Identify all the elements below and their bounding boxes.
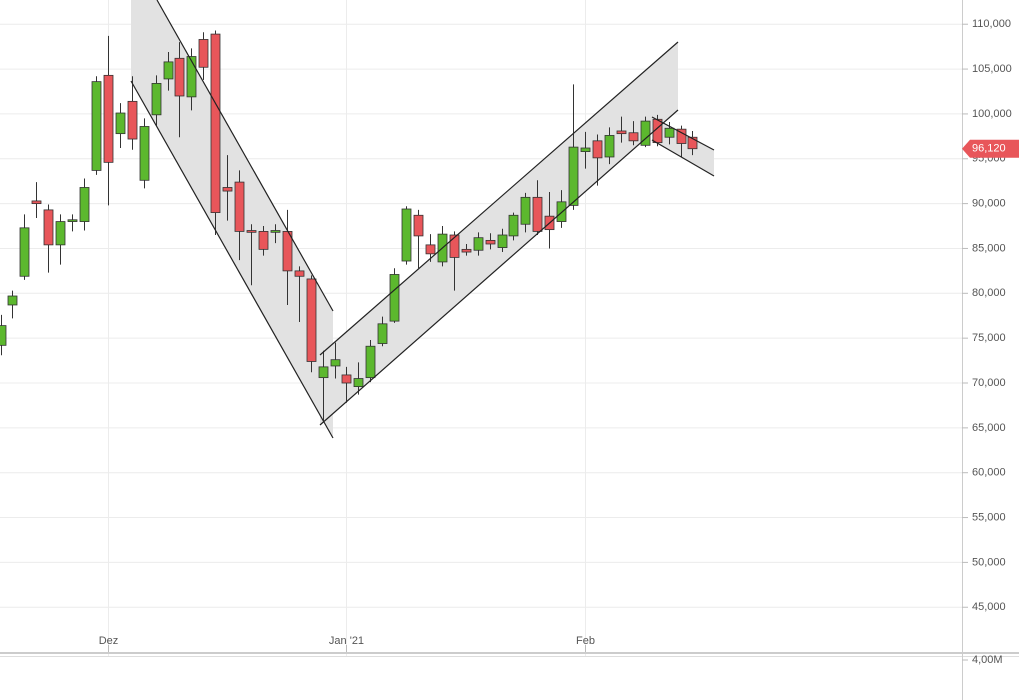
y-tick-label: 110,000 bbox=[972, 18, 1011, 30]
candle-body bbox=[449, 234, 460, 258]
last-price-label: 96,120 bbox=[972, 143, 1006, 155]
candle-body bbox=[139, 126, 150, 181]
y-tick-label: 85,000 bbox=[972, 242, 1006, 254]
candle-body bbox=[270, 230, 281, 233]
candle-body bbox=[246, 230, 257, 233]
x-tick-label: Feb bbox=[576, 635, 595, 647]
candle-body bbox=[687, 136, 698, 150]
trend-line bbox=[319, 41, 679, 356]
y-tick-label: 75,000 bbox=[972, 332, 1006, 344]
y-tick-label: 70,000 bbox=[972, 377, 1006, 389]
candle-body bbox=[640, 120, 651, 146]
candle-body bbox=[520, 196, 531, 225]
candle-body bbox=[91, 81, 102, 171]
candle-body bbox=[341, 374, 352, 384]
candle-body bbox=[115, 112, 126, 135]
y-tick-label: 50,000 bbox=[972, 556, 1006, 568]
candle-body bbox=[79, 187, 90, 222]
candle-body bbox=[222, 187, 233, 192]
candle-body bbox=[377, 323, 388, 344]
axis: 45,000 50,000 55,000 60,000 65,000 70,000 75,0… bbox=[99, 18, 1019, 666]
volume-pane bbox=[0, 656, 962, 700]
x-tick-label: Dez bbox=[99, 635, 119, 647]
candle-body bbox=[294, 270, 305, 277]
candle-body bbox=[198, 39, 209, 68]
candle-body bbox=[0, 325, 7, 346]
candle-body bbox=[497, 234, 508, 248]
candle-body bbox=[628, 132, 639, 142]
trend-line bbox=[651, 116, 715, 151]
candle-body bbox=[67, 219, 78, 222]
candle-body bbox=[508, 214, 519, 237]
candle-body bbox=[676, 128, 687, 144]
y-tick-label: 90,000 bbox=[972, 198, 1006, 210]
channel-shade bbox=[320, 42, 678, 425]
last-price-marker bbox=[962, 139, 1019, 158]
y-tick-label: 60,000 bbox=[972, 467, 1006, 479]
trend-line bbox=[651, 139, 715, 177]
candle-body bbox=[461, 248, 472, 253]
candle-body bbox=[103, 74, 114, 163]
candle-body bbox=[365, 345, 376, 379]
y-tick-label: 100,000 bbox=[972, 108, 1012, 120]
grid bbox=[0, 0, 962, 700]
candle-body bbox=[19, 227, 30, 277]
y-tick-label: 55,000 bbox=[972, 511, 1006, 523]
candle-body bbox=[604, 135, 615, 158]
trend-line bbox=[319, 109, 679, 426]
candle-body bbox=[401, 208, 412, 262]
candle-body bbox=[234, 181, 245, 232]
trend-lines bbox=[130, 0, 715, 439]
candle-body bbox=[127, 100, 138, 140]
volume-tick-label: 4,00M bbox=[972, 654, 1003, 666]
candle-body bbox=[258, 231, 269, 250]
trend-line bbox=[130, 80, 334, 439]
candle-body bbox=[174, 57, 185, 97]
candle-body bbox=[568, 146, 579, 206]
candle-body bbox=[389, 274, 400, 322]
candle-body bbox=[31, 200, 42, 205]
candle-body bbox=[330, 359, 341, 367]
candle-body bbox=[151, 83, 162, 116]
candle-body bbox=[210, 33, 221, 213]
candle-body bbox=[318, 366, 329, 379]
candle-body bbox=[353, 378, 364, 387]
candle-body bbox=[163, 61, 174, 80]
candle-body bbox=[306, 278, 317, 362]
channel-shade bbox=[131, 0, 333, 438]
candle-body bbox=[616, 130, 627, 135]
candle-body bbox=[532, 196, 543, 232]
y-tick-label: 105,000 bbox=[972, 63, 1012, 75]
y-tick-label: 45,000 bbox=[972, 601, 1006, 613]
x-tick-label: Jan '21 bbox=[329, 635, 364, 647]
candle-body bbox=[43, 209, 54, 246]
candle-body bbox=[7, 295, 18, 306]
trend-line bbox=[156, 0, 334, 312]
candle-body bbox=[580, 147, 591, 152]
candle-body bbox=[55, 221, 66, 246]
y-tick-label: 80,000 bbox=[972, 287, 1006, 299]
candle-body bbox=[592, 140, 603, 159]
candle-body bbox=[664, 127, 675, 138]
candle-body bbox=[413, 214, 424, 237]
candle-body bbox=[485, 239, 496, 245]
candle-body bbox=[473, 237, 484, 251]
candle-body bbox=[425, 244, 436, 255]
candle-body bbox=[556, 201, 567, 222]
candle-body bbox=[186, 56, 197, 98]
y-tick-label: 65,000 bbox=[972, 422, 1006, 434]
